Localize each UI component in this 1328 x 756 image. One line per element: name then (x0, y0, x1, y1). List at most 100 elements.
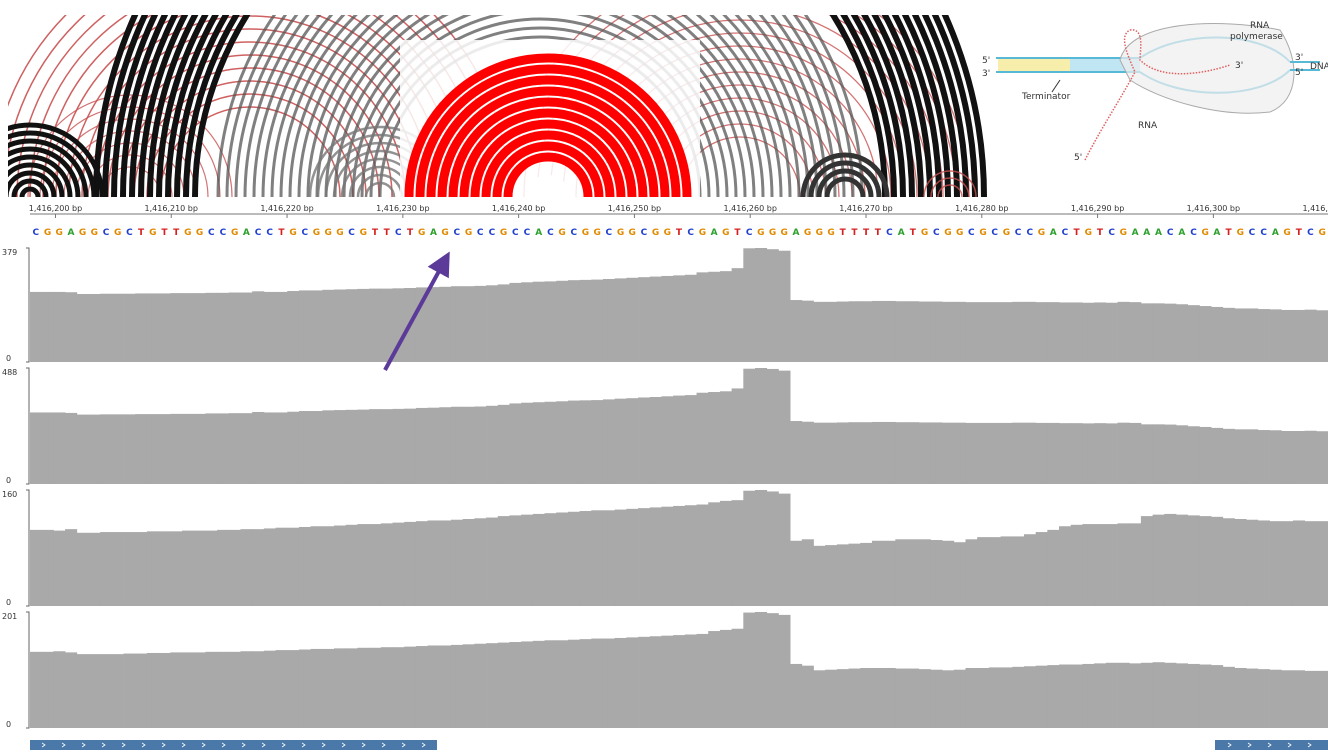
base: G (289, 228, 296, 238)
base: C (301, 228, 308, 238)
coverage-bar (661, 636, 673, 728)
coverage-bar (580, 400, 592, 484)
base: A (1132, 228, 1139, 238)
coverage-bar (404, 647, 416, 728)
scale-max: 201 (2, 612, 17, 621)
base: C (1015, 228, 1022, 238)
coverage-bar (112, 654, 124, 728)
coverage-bar (463, 519, 475, 606)
base: C (570, 228, 577, 238)
coverage-bar (1188, 515, 1200, 606)
label: 3' (1295, 53, 1303, 63)
coverage-bar (404, 522, 416, 606)
coverage-bar (474, 644, 486, 728)
coverage-bar (1270, 670, 1282, 728)
coverage-bar (732, 268, 744, 362)
base: G (313, 228, 320, 238)
coverage-bar (626, 398, 638, 484)
coverage-bar (381, 289, 393, 362)
coverage-bar (451, 520, 463, 606)
base: G (336, 228, 343, 238)
base: G (91, 228, 98, 238)
base: G (500, 228, 507, 238)
base: G (1120, 228, 1127, 238)
coverage-bar (521, 403, 533, 484)
coverage-bar (135, 414, 147, 484)
coverage-bar (369, 524, 381, 606)
page: RNA polymerase DNA Terminator RNA 5' 3' … (0, 0, 1328, 756)
coverage-bar (1059, 423, 1071, 484)
coverage-bar (626, 509, 638, 606)
coverage-bar (743, 613, 755, 728)
coverage-bar (545, 281, 557, 362)
coverage-bar (685, 635, 697, 728)
coverage-bar (428, 408, 440, 484)
coverage-bar (533, 282, 545, 362)
coverage-bar (837, 544, 849, 606)
base: C (477, 228, 484, 238)
coverage-bar (346, 289, 358, 362)
coverage-bar (77, 533, 89, 606)
coverage-bar (509, 403, 521, 484)
coverage-bar (1118, 663, 1130, 728)
coverage-bar (229, 652, 241, 728)
coverage-bar (1176, 663, 1188, 728)
coverage-bar (65, 652, 77, 728)
coverage-bar (1305, 521, 1317, 606)
coverage-bar (276, 528, 288, 606)
coverage-bar (802, 539, 814, 606)
coverage-bar (989, 423, 1001, 484)
coverage-bar (498, 405, 510, 484)
coverage-bar (1012, 536, 1024, 606)
base: G (921, 228, 928, 238)
coverage-bar (685, 275, 697, 362)
base: T (384, 228, 391, 238)
coverage-bar (1188, 305, 1200, 362)
coverage-bar (720, 630, 732, 728)
ruler-label: 1,416,230 bp (376, 204, 429, 213)
coverage-bar (1071, 665, 1083, 728)
coverage-bar (1293, 670, 1305, 728)
coverage-bar (615, 510, 627, 606)
coverage-bar (1270, 309, 1282, 362)
coverage-bar (919, 669, 931, 728)
base: C (933, 228, 940, 238)
coverage-bar (1129, 523, 1141, 606)
label: DNA (1310, 62, 1328, 72)
coverage-bar (1047, 665, 1059, 728)
base: A (898, 228, 905, 238)
coverage-bar (626, 637, 638, 728)
label: 5' (1295, 68, 1303, 78)
base: T (851, 228, 858, 238)
base: G (1202, 228, 1209, 238)
ruler-label: 1,416,280 bp (955, 204, 1008, 213)
coverage-bar (42, 530, 54, 606)
arc-track (0, 0, 984, 219)
coverage-bar (907, 669, 919, 728)
coverage-bar (732, 500, 744, 606)
coverage-bar (849, 544, 861, 606)
coverage-bar (802, 301, 814, 362)
coverage-bar (381, 409, 393, 484)
scale-max: 488 (2, 368, 17, 377)
coverage-bar (381, 647, 393, 728)
coverage-bar (860, 543, 872, 606)
coverage-bar (521, 282, 533, 362)
coverage-bar (170, 293, 182, 362)
base: G (324, 228, 331, 238)
coverage-bar (778, 251, 790, 362)
coverage-bar (1211, 665, 1223, 728)
coverage-bar (708, 272, 720, 362)
coverage-bar (813, 546, 825, 606)
base: G (558, 228, 565, 238)
coverage-bar (860, 301, 872, 362)
coverage-bar (381, 523, 393, 606)
coverage-bar (124, 654, 136, 728)
base: C (255, 228, 262, 238)
coverage-bar (1199, 516, 1211, 606)
coverage-bar (825, 302, 837, 362)
gene-annotation (30, 740, 1328, 750)
coverage-bar (1082, 423, 1094, 484)
coverage-bar (357, 410, 369, 484)
coverage-bar (954, 542, 966, 606)
